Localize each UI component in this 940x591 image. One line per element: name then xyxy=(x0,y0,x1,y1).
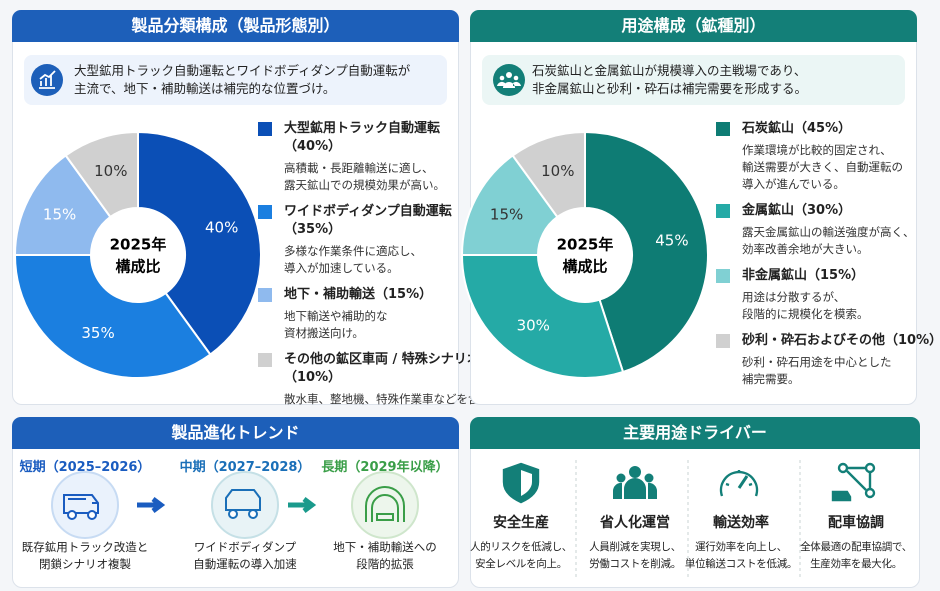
legend-desc: 多様な作業条件に適応し、 導入が加速している。 xyxy=(284,243,458,277)
legend-desc-line: 導入が進んでいる。 xyxy=(742,177,845,191)
legend: 石炭鉱山（45%） 作業環境が比較的固定され、 輸送需要が大きく、自動運転の 導入が進… xyxy=(716,120,940,397)
note-text: 大型鉱用トラック自動運転とワイドボディダンプ自動運転が 主流で、地下・補助輸送は補… xyxy=(74,62,410,98)
legend-desc-line: 露天金属鉱山の輸送強度が高く、 xyxy=(742,225,915,239)
stage-caption: ワイドボディダンプ 自動運転の導入加速 xyxy=(165,539,325,573)
legend-label: 非金属鉱山（15%） xyxy=(742,268,865,283)
legend-label: 大型鉱用トラック自動運転 xyxy=(284,121,441,136)
driver-caption-line: 全体最適の配車協調で、 xyxy=(800,541,912,553)
stage-caption-line: 地下・補助輸送への xyxy=(333,540,437,554)
legend: 大型鉱用トラック自動運転 （40%） 高積載・長距離輸送に適し、 露天鉱山での規模効果… xyxy=(258,120,503,417)
driver-title: 配車協調 xyxy=(828,515,884,531)
stage-period: 長期（2029年以降） xyxy=(321,460,449,475)
legend-desc: 砂利・砕石用途を中心とした 補完需要。 xyxy=(742,354,916,388)
driver-caption-line: 生産効率を最大化。 xyxy=(810,558,902,570)
note-line: 大型鉱用トラック自動運転とワイドボディダンプ自動運転が xyxy=(74,63,411,78)
legend-swatch xyxy=(258,122,272,136)
panel-header: 製品分類構成（製品形態別） xyxy=(12,10,459,42)
stage-caption: 地下・補助輸送への 段階的拡張 xyxy=(305,539,465,573)
legend-desc: 地下輸送や補助的な 資材搬送向け。 xyxy=(284,308,458,342)
legend-swatch xyxy=(258,288,272,302)
driver-caption: 人的リスクを低減し、 安全レベルを向上。 xyxy=(463,539,579,573)
legend-item: 非金属鉱山（15%） 用途は分散するが、段階的に規模化を模索。 xyxy=(716,267,916,323)
note-box xyxy=(24,55,447,105)
legend-desc: 作業環境が比較的固定され、 輸送需要が大きく、自動運転の 導入が進んでいる。 xyxy=(742,142,916,193)
legend-desc-line: 効率改善余地が大きい。 xyxy=(742,242,869,256)
legend-desc-line: 導入が加速している。 xyxy=(284,261,399,275)
legend-item: その他の鉱区車両 / 特殊シナリオ （10%） 散水車、整地機、特殊作業車などを含む… xyxy=(258,351,503,408)
legend-label: 金属鉱山（30%） xyxy=(742,203,852,218)
panel-header: 用途構成（鉱種別） xyxy=(470,10,917,42)
legend-item: 石炭鉱山（45%） 作業環境が比較的固定され、 輸送需要が大きく、自動運転の 導入が進… xyxy=(716,120,916,193)
driver-caption-line: 運行効率を向上し、 xyxy=(695,541,787,553)
legend-desc: 露天金属鉱山の輸送強度が高く、 効率改善余地が大きい。 xyxy=(742,224,916,258)
driver-caption-line: 人員削減を実現し、 xyxy=(589,541,681,553)
legend-desc-line: 高積載・長距離輸送に適し、 xyxy=(284,161,434,175)
driver-caption-line: 安全レベルを向上。 xyxy=(475,558,567,570)
driver-caption-line: 労働コストを削減。 xyxy=(589,558,681,570)
legend-label: ワイドボディダンプ自動運転 xyxy=(284,204,452,219)
legend-desc-line: 補完需要。 xyxy=(742,372,800,386)
driver-title: 安全生産 xyxy=(493,515,549,531)
stage-caption-line: 既存鉱用トラック改造と xyxy=(21,540,149,554)
driver-title: 輸送効率 xyxy=(713,515,769,531)
stage-period: 中期（2027–2028） xyxy=(179,460,311,475)
note-line: 非金属鉱山と砂利・砕石は補完需要を形成する。 xyxy=(532,81,808,96)
legend-swatch xyxy=(258,353,272,367)
legend-label: 石炭鉱山（45%） xyxy=(742,121,852,136)
stage-caption-line: 閉鎖シナリオ複製 xyxy=(39,557,131,571)
legend-desc: 用途は分散するが、段階的に規模化を模索。 xyxy=(742,289,916,323)
legend-swatch xyxy=(716,269,730,283)
legend-swatch xyxy=(716,204,730,218)
stage-caption: 既存鉱用トラック改造と 閉鎖シナリオ複製 xyxy=(5,539,165,573)
legend-label: （10%） xyxy=(284,370,342,385)
driver-caption-line: 単位輸送コストを低減。 xyxy=(684,558,798,570)
panel-header: 製品進化トレンド xyxy=(12,417,459,449)
legend-label: （40%） xyxy=(284,139,342,154)
legend-label: 地下・補助輸送（15%） xyxy=(284,287,433,302)
driver-caption: 人員削減を実現し、 労働コストを削減。 xyxy=(577,539,693,573)
legend-swatch xyxy=(716,334,730,348)
note-box xyxy=(482,55,905,105)
legend-label: （35%） xyxy=(284,222,342,237)
legend-desc-line: 多様な作業条件に適応し、 xyxy=(284,244,422,258)
legend-desc-line: 散水車、整地機、特殊作業車などを含む。 xyxy=(284,392,503,406)
stage-caption-line: 自動運転の導入加速 xyxy=(193,557,297,571)
driver-caption: 運行効率を向上し、 単位輸送コストを低減。 xyxy=(683,539,799,573)
driver-caption-line: 人的リスクを低減し、 xyxy=(470,541,572,553)
legend-swatch xyxy=(716,122,730,136)
legend-desc: 散水車、整地機、特殊作業車などを含む。 xyxy=(284,391,503,408)
legend-desc-line: 輸送需要が大きく、自動運転の xyxy=(742,160,903,174)
legend-label: その他の鉱区車両 / 特殊シナリオ xyxy=(284,352,480,367)
legend-label: 砂利・砕石およびその他（10%） xyxy=(742,333,940,348)
legend-desc-line: 資材搬送向け。 xyxy=(284,326,364,340)
legend-item: ワイドボディダンプ自動運転 （35%） 多様な作業条件に適応し、 導入が加速している。 xyxy=(258,203,458,277)
driver-title: 省人化運営 xyxy=(600,515,670,531)
stage-caption-line: ワイドボディダンプ xyxy=(193,540,297,554)
driver-caption: 全体最適の配車協調で、 生産効率を最大化。 xyxy=(798,539,914,573)
legend-item: 砂利・砕石およびその他（10%） 砂利・砕石用途を中心とした 補完需要。 xyxy=(716,332,940,388)
legend-item: 大型鉱用トラック自動運転 （40%） 高積載・長距離輸送に適し、 露天鉱山での規模効果… xyxy=(258,120,458,194)
legend-desc-line: 段階的に規模化を模索。 xyxy=(742,307,869,321)
legend-desc-line: 砂利・砕石用途を中心とした xyxy=(742,355,892,369)
legend-swatch xyxy=(258,205,272,219)
stage-caption-line: 段階的拡張 xyxy=(356,557,414,571)
legend-item: 金属鉱山（30%） 露天金属鉱山の輸送強度が高く、 効率改善余地が大きい。 xyxy=(716,202,916,258)
legend-desc-line: 作業環境が比較的固定され、 xyxy=(742,143,892,157)
legend-item: 地下・補助輸送（15%） 地下輸送や補助的な 資材搬送向け。 xyxy=(258,286,458,342)
note-line: 主流で、地下・補助輸送は補完的な位置づけ。 xyxy=(74,81,336,96)
panel-header: 主要用途ドライバー xyxy=(470,417,920,449)
note-line: 石炭鉱山と金属鉱山が規模導入の主戦場であり、 xyxy=(532,63,807,78)
legend-desc-line: 露天鉱山での規模効果が高い。 xyxy=(284,178,445,192)
legend-desc: 高積載・長距離輸送に適し、 露天鉱山での規模効果が高い。 xyxy=(284,160,458,194)
legend-desc-line: 用途は分散するが、 xyxy=(742,290,846,304)
legend-desc-line: 地下輸送や補助的な xyxy=(284,309,388,323)
note-text: 石炭鉱山と金属鉱山が規模導入の主戦場であり、 非金属鉱山と砂利・砕石は補完需要を形… xyxy=(532,62,807,98)
stage-period: 短期（2025–2026） xyxy=(19,460,151,475)
